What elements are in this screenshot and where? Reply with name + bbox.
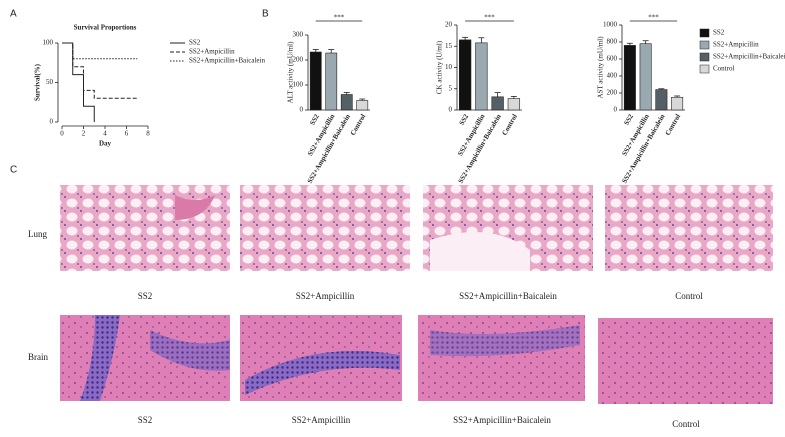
significance-label: *** (334, 14, 345, 22)
bar (458, 39, 472, 111)
y-tick-label: 800 (607, 38, 618, 46)
row-label: Lung (28, 229, 47, 239)
histology-images (60, 185, 773, 404)
chart-title: Survival Proportions (74, 24, 137, 32)
legend-swatch (699, 64, 710, 74)
x-tick-label: SS2 (308, 112, 321, 126)
image-caption: SS2 (138, 415, 153, 425)
legend-label: SS2 (713, 29, 725, 37)
legend-label: SS2+Ampicillin (189, 48, 235, 56)
x-tick-label: Control (664, 113, 683, 137)
cell-layer (430, 325, 580, 357)
y-tick-label: 0 (50, 118, 54, 126)
row-label: Brain (28, 352, 48, 362)
y-tick-label: 0 (614, 106, 618, 114)
y-axis-label: ALT activity (mU/ml) (287, 41, 295, 103)
cell-layer (150, 330, 230, 371)
y-tick-label: 1000 (603, 21, 618, 29)
x-tick-label: SS2 (622, 112, 635, 126)
legend-label: Control (713, 65, 734, 73)
image-caption: SS2+Ampicillin+Baicalein (459, 291, 557, 301)
bar (309, 51, 322, 111)
bar (507, 98, 521, 111)
bar (671, 96, 684, 111)
bar (325, 52, 338, 111)
lung-image (240, 185, 410, 271)
x-tick-label: 8 (146, 130, 150, 138)
y-tick-label: 400 (607, 72, 618, 80)
vessel (175, 195, 215, 220)
y-tick-label: 15 (445, 42, 453, 50)
significance-label: *** (484, 14, 495, 22)
y-tick-label: 20 (445, 21, 453, 29)
x-axis-label: Day (99, 140, 112, 148)
significance-label: *** (648, 14, 659, 22)
lung-image (60, 185, 230, 271)
bar (356, 100, 369, 111)
y-tick-label: 5 (449, 84, 453, 92)
panel-label: A (10, 9, 17, 20)
bar (475, 42, 488, 111)
image-caption: SS2+Ampicillin (296, 291, 355, 301)
bar (639, 43, 652, 111)
y-axis-label: AST activity (mU/ml) (597, 36, 605, 99)
bar (340, 94, 353, 111)
panel-label: B (262, 9, 269, 20)
image-caption: SS2 (138, 291, 153, 301)
x-tick-label: 0 (60, 130, 64, 138)
x-tick-label: Control (500, 113, 519, 137)
y-tick-label: 10 (445, 63, 453, 71)
x-tick-label: SS2 (458, 112, 471, 126)
legend-swatch (699, 40, 710, 50)
image-caption: Control (675, 291, 703, 301)
y-tick-label: 50 (46, 78, 54, 86)
legend-label: SS2+Ampicillin+Baicalein (189, 57, 265, 65)
legend-swatch (699, 52, 710, 62)
airway (430, 232, 530, 271)
panel-label: C (10, 165, 17, 176)
legend-label: SS2+Ampicillin+Baicalein (713, 53, 785, 61)
image-caption: SS2+Ampicillin+Baicalein (453, 415, 551, 425)
cell-layer (245, 350, 400, 395)
y-tick-label: 200 (607, 89, 618, 97)
y-tick-label: 300 (293, 31, 304, 39)
legend-swatch (699, 28, 710, 38)
survival-line (62, 42, 138, 99)
x-tick-label: 6 (125, 130, 129, 138)
y-axis-label: CK activity (U/ml) (436, 40, 444, 94)
bar (491, 96, 504, 111)
legend-label: SS2+Ampicillin (713, 41, 759, 49)
image-caption: SS2+Ampicillin (292, 415, 351, 425)
y-tick-label: 100 (43, 39, 54, 47)
survival-line (62, 42, 138, 60)
lung-image (605, 185, 773, 271)
brain-image (598, 318, 773, 404)
legend-label: SS2 (189, 39, 201, 47)
image-caption: Control (672, 419, 700, 429)
brain-image (418, 315, 585, 401)
y-tick-label: 600 (607, 55, 618, 63)
x-tick-label: 4 (103, 130, 107, 138)
cell-layer (80, 315, 120, 401)
y-tick-label: 0 (449, 106, 453, 114)
y-tick-label: 100 (293, 81, 304, 89)
bar (655, 89, 668, 111)
y-tick-label: 200 (293, 56, 304, 64)
survival-line (62, 42, 95, 122)
x-tick-label: Control (349, 113, 368, 137)
x-tick-label: 2 (82, 130, 86, 138)
y-axis-label: Survival(%) (34, 63, 42, 101)
bar (623, 45, 636, 111)
y-tick-label: 0 (300, 106, 304, 114)
